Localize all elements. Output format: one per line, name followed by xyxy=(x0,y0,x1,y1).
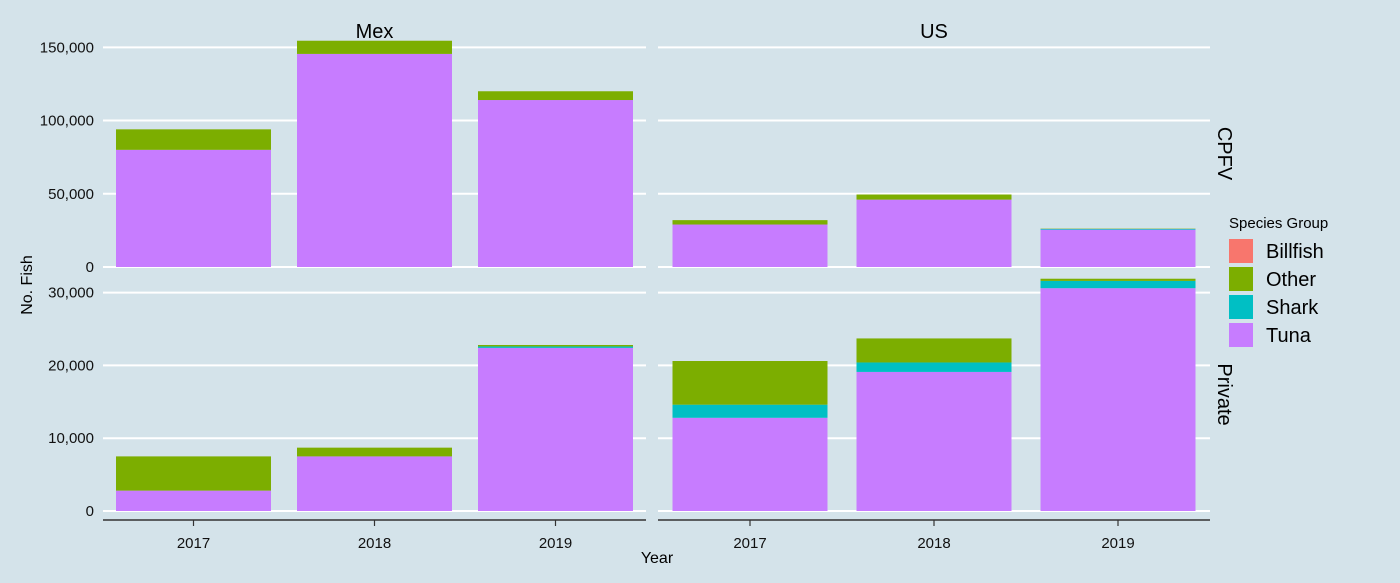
bar-private-mex-2019-shark xyxy=(478,346,633,348)
y-tick-label-cpfv-3: 150,000 xyxy=(40,39,94,56)
bar-cpfv-us-2017-other xyxy=(672,220,828,225)
bar-private-us-2018-shark xyxy=(856,362,1012,372)
bar-cpfv-mex-2018-tuna xyxy=(297,53,452,267)
y-tick-label-private-2: 20,000 xyxy=(48,357,94,374)
bar-private-us-2017-other xyxy=(672,361,828,405)
bar-private-mex-2019-other xyxy=(478,344,633,347)
y-tick-label-cpfv-1: 50,000 xyxy=(48,186,94,203)
y-tick-label-private-3: 30,000 xyxy=(48,285,94,302)
bar-cpfv-mex-2019-other xyxy=(478,91,633,101)
bar-private-mex-2018-other xyxy=(297,447,452,457)
y-axis-title: No. Fish xyxy=(19,255,36,315)
bar-cpfv-us-2018-tuna xyxy=(856,199,1012,267)
bar-cpfv-us-2019-tuna xyxy=(1040,229,1196,267)
legend-title: Species Group xyxy=(1229,215,1328,232)
x-tick-label-mex-2019: 2019 xyxy=(539,535,572,552)
bar-private-us-2017-shark xyxy=(672,404,828,418)
bar-cpfv-mex-2017-tuna xyxy=(116,149,271,267)
bar-cpfv-mex-2017-other xyxy=(116,129,271,150)
legend-label-billfish: Billfish xyxy=(1266,241,1324,263)
bar-private-us-2019-tuna xyxy=(1040,288,1196,511)
x-tick-label-mex-2017: 2017 xyxy=(177,535,210,552)
legend-label-shark: Shark xyxy=(1266,297,1319,319)
legend-key-shark xyxy=(1229,295,1253,319)
bar-cpfv-mex-2018-other xyxy=(297,40,452,54)
legend-label-other: Other xyxy=(1266,269,1316,291)
bar-private-us-2018-tuna xyxy=(856,371,1012,511)
bar-private-us-2018-other xyxy=(856,338,1012,363)
bar-private-us-2017-tuna xyxy=(672,417,828,511)
bar-private-us-2019-shark xyxy=(1040,280,1196,289)
legend-key-other xyxy=(1229,267,1253,291)
x-tick-label-us-2018: 2018 xyxy=(917,535,950,552)
bar-private-us-2019-other xyxy=(1040,278,1196,281)
facet-column-label-us: US xyxy=(920,21,948,43)
x-tick-label-mex-2018: 2018 xyxy=(358,535,391,552)
x-tick-label-us-2017: 2017 xyxy=(733,535,766,552)
y-tick-label-private-1: 10,000 xyxy=(48,430,94,447)
bar-private-mex-2019-tuna xyxy=(478,347,633,511)
bar-private-mex-2018-tuna xyxy=(297,456,452,511)
facet-row-label-cpfv: CPFV xyxy=(1213,127,1235,181)
y-tick-label-cpfv-0: 0 xyxy=(86,259,94,276)
bar-cpfv-us-2019-shark xyxy=(1040,228,1196,230)
bar-cpfv-us-2018-other xyxy=(856,194,1012,200)
bar-private-mex-2017-other xyxy=(116,456,271,491)
x-tick-label-us-2019: 2019 xyxy=(1101,535,1134,552)
bar-cpfv-us-2017-tuna xyxy=(672,224,828,267)
legend-label-tuna: Tuna xyxy=(1266,325,1312,347)
legend-key-billfish xyxy=(1229,239,1253,263)
plot-layer: 0 50,000 100,000 150,000 0 10,000 20,000 30,000… xyxy=(19,21,1235,567)
facet-column-label-mex: Mex xyxy=(356,21,394,43)
legend-key-tuna xyxy=(1229,323,1253,347)
y-tick-label-private-0: 0 xyxy=(86,503,94,520)
bar-private-mex-2017-tuna xyxy=(116,490,271,511)
bar-cpfv-mex-2019-tuna xyxy=(478,100,633,267)
x-axis-title: Year xyxy=(641,550,674,567)
facet-row-label-private: Private xyxy=(1213,363,1235,425)
legend: Species Group Billfish Other Shark Tuna xyxy=(1229,215,1328,347)
y-tick-label-cpfv-2: 100,000 xyxy=(40,113,94,130)
